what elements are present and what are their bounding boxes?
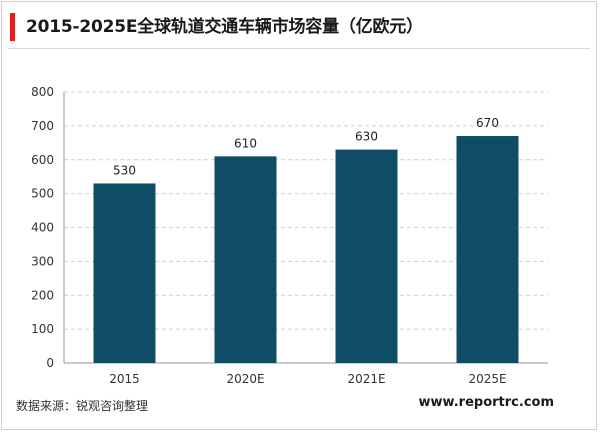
data-label: 610 <box>234 136 257 150</box>
y-tick-label: 700 <box>31 119 54 133</box>
y-tick-label: 100 <box>31 322 54 336</box>
source-note: 数据来源：锐观咨询整理 <box>16 399 149 413</box>
data-label: 670 <box>476 116 499 130</box>
website-link[interactable]: www.reportrc.com <box>418 395 554 410</box>
y-tick-label: 800 <box>31 85 54 99</box>
page-title: 2015-2025E全球轨道交通车辆市场容量（亿欧元） <box>26 17 423 37</box>
x-tick-label: 2025E <box>468 372 506 386</box>
data-label: 530 <box>113 163 136 177</box>
bar <box>93 183 156 363</box>
x-tick-label: 2021E <box>347 372 385 386</box>
data-label: 630 <box>355 130 378 144</box>
x-tick-label: 2015 <box>109 372 140 386</box>
title-divider <box>8 48 590 49</box>
y-tick-label: 0 <box>46 356 54 370</box>
x-tick-label: 2020E <box>226 372 264 386</box>
y-tick-label: 500 <box>31 187 54 201</box>
y-tick-label: 400 <box>31 221 54 235</box>
y-tick-label: 200 <box>31 288 54 302</box>
bar <box>214 156 277 363</box>
y-tick-label: 300 <box>31 254 54 268</box>
y-tick-label: 600 <box>31 153 54 167</box>
title-accent-bar <box>10 13 15 41</box>
bar <box>335 149 398 363</box>
bar <box>456 136 519 363</box>
